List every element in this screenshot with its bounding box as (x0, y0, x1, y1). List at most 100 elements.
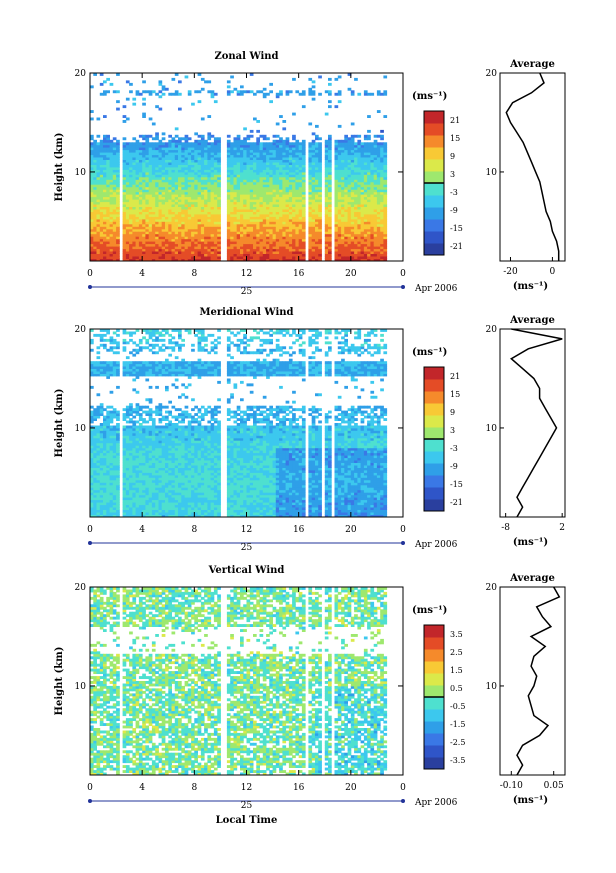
heatmap-cell (298, 258, 303, 262)
heatmap-cell (341, 179, 345, 183)
heatmap-cell (279, 115, 283, 118)
heatmap-cell (233, 191, 238, 195)
heatmap-cell (112, 502, 117, 506)
heatmap-cell (259, 214, 264, 217)
heatmap-cell (109, 243, 114, 247)
heatmap-cell (112, 204, 117, 207)
heatmap-cell (282, 211, 287, 215)
heatmap-cell (99, 228, 104, 232)
heatmap-cell (292, 226, 296, 230)
heatmap-cell (191, 216, 195, 220)
heatmap-cell (376, 216, 381, 220)
heatmap-cell (155, 189, 159, 193)
heatmap-cell (295, 206, 300, 210)
heatmap-cell (282, 127, 287, 131)
heatmap-cell (243, 251, 247, 254)
heatmap-cell (116, 432, 120, 436)
heatmap-cell (334, 221, 339, 225)
heatmap-cell (357, 226, 362, 230)
heatmap-cell (155, 204, 159, 207)
heatmap-cell (197, 201, 202, 205)
heatmap-cell (122, 226, 127, 230)
heatmap-cell (93, 450, 97, 454)
heatmap-cell (253, 159, 257, 163)
heatmap-cell (295, 191, 300, 195)
heatmap-cell (132, 149, 137, 153)
heatmap-cell (370, 159, 375, 163)
heatmap-cell (301, 228, 306, 232)
heatmap-cell (262, 95, 267, 99)
heatmap-cell (151, 248, 156, 252)
heatmap-cell (204, 218, 208, 222)
heatmap-cell (125, 149, 130, 153)
heatmap-cell (383, 162, 388, 165)
heatmap-cell (194, 164, 198, 168)
heatmap-cell (292, 246, 296, 250)
heatmap-cell (112, 152, 117, 156)
heatmap-cell (328, 176, 332, 180)
heatmap-cell (151, 189, 156, 193)
heatmap-cell (240, 157, 244, 160)
heatmap-cell (109, 142, 114, 146)
heatmap-cell (367, 243, 371, 247)
heatmap-cell (259, 189, 264, 193)
heatmap-cell (318, 75, 322, 79)
heatmap-cell (315, 218, 319, 222)
heatmap-cell (165, 157, 169, 160)
heatmap-cell (253, 231, 257, 235)
heatmap-cell (165, 253, 169, 257)
heatmap-cell (334, 253, 339, 257)
heatmap-cell (103, 479, 107, 483)
heatmap-cell (236, 241, 241, 245)
heatmap-cell (266, 243, 270, 247)
heatmap-cell (243, 139, 247, 143)
heatmap-cell (328, 204, 332, 207)
heatmap-cell (334, 169, 339, 173)
heatmap-cell (217, 241, 221, 245)
heatmap-cell (122, 361, 127, 365)
heatmap-cell (116, 211, 120, 215)
heatmap-cell (350, 194, 355, 198)
heatmap-cell (376, 157, 381, 160)
heatmap-cell (191, 201, 195, 205)
heatmap-cell (129, 162, 133, 165)
heatmap-cell (96, 184, 101, 188)
heatmap-cell (295, 157, 300, 160)
heatmap-cell (363, 147, 368, 151)
heatmap-cell (308, 211, 313, 215)
heatmap-cell (249, 233, 254, 237)
heatmap-cell (370, 236, 375, 240)
heatmap-cell (256, 162, 260, 165)
heatmap-cell (240, 258, 244, 262)
heatmap-cell (292, 238, 296, 242)
heatmap-cell (236, 139, 241, 143)
heatmap-cell (376, 184, 381, 188)
heatmap-cell (363, 189, 368, 193)
heatmap-cell (213, 216, 218, 220)
heatmap-cell (142, 248, 146, 252)
heatmap-cell (197, 157, 202, 160)
heatmap-cell (380, 256, 384, 259)
heatmap-cell (103, 142, 107, 146)
heatmap-cell (213, 100, 218, 104)
heatmap-cell (344, 233, 348, 237)
heatmap-cell (178, 159, 182, 163)
heatmap-cell (200, 251, 205, 254)
heatmap-cell (184, 221, 189, 225)
heatmap-cell (99, 142, 104, 146)
heatmap-cell (122, 149, 127, 153)
heatmap-cell (328, 241, 332, 245)
heatmap-cell (275, 139, 280, 143)
heatmap-cell (288, 223, 293, 227)
heatmap-cell (285, 194, 290, 198)
heatmap-cell (262, 228, 267, 232)
heatmap-cell (370, 214, 375, 217)
heatmap-cell (269, 258, 273, 262)
heatmap-cell (200, 169, 205, 173)
heatmap-cell (96, 164, 101, 168)
heatmap-cell (158, 184, 163, 188)
heatmap-cell (288, 171, 293, 175)
heatmap-cell (292, 154, 296, 158)
heatmap-cell (90, 477, 94, 481)
heatmap-cell (315, 137, 319, 141)
